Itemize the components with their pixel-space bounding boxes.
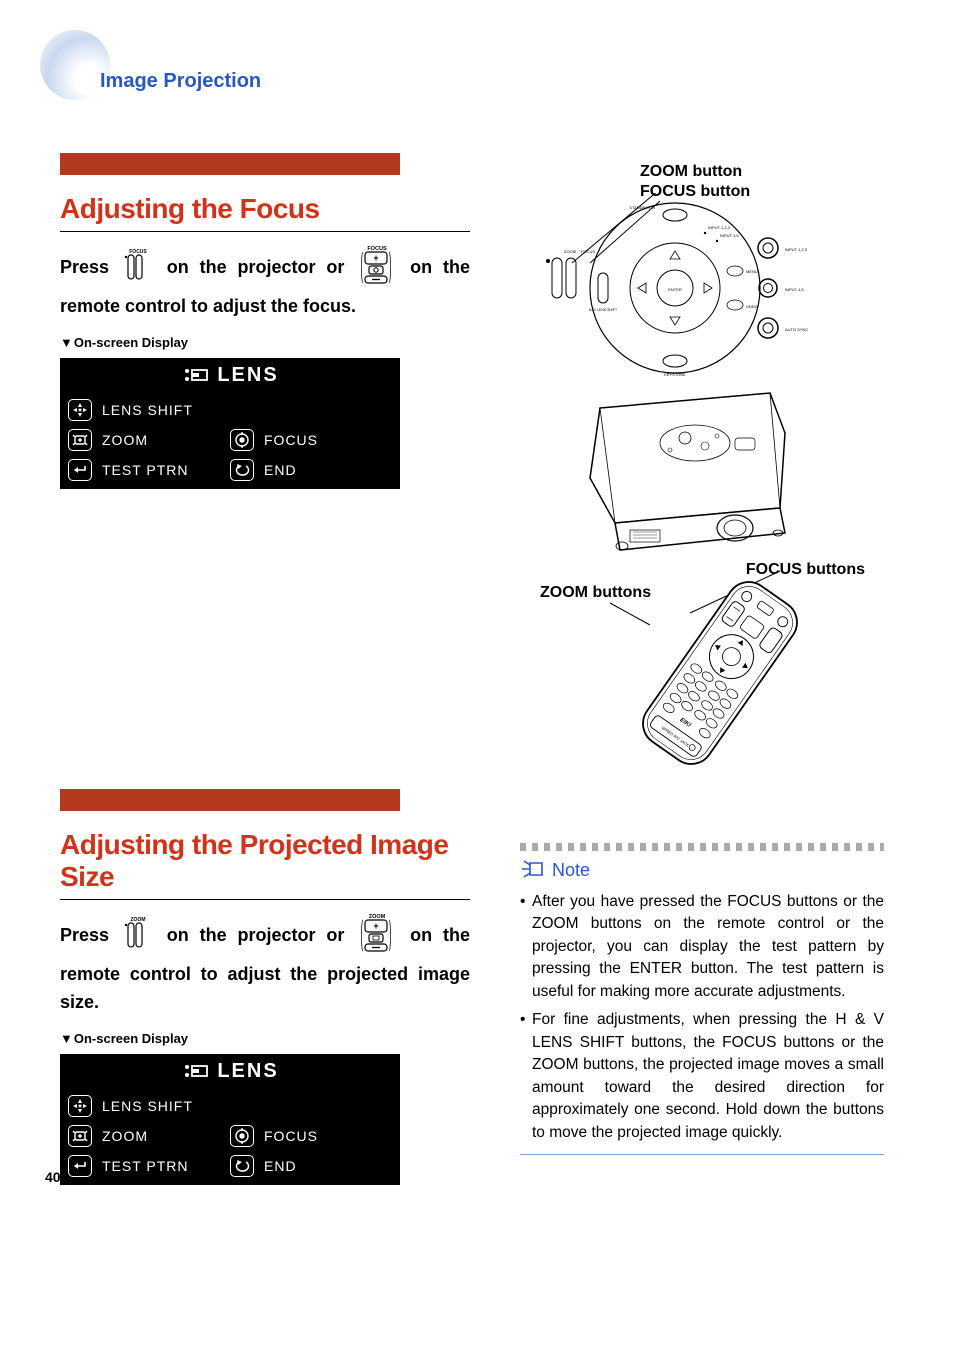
svg-text:FOCUS: FOCUS (368, 246, 388, 252)
note-icon (520, 859, 546, 881)
svg-text:ENTER: ENTER (668, 287, 682, 292)
svg-text:MENU: MENU (746, 269, 758, 274)
note-title-text: Note (552, 860, 590, 881)
svg-text:KEYSTONE: KEYSTONE (664, 372, 686, 377)
section-title-size: Adjusting the Projected Image Size (60, 829, 470, 900)
back-icon (230, 1155, 254, 1177)
lens-icon (181, 1061, 209, 1081)
svg-text:ZOOM: ZOOM (564, 249, 576, 254)
lens-icon (181, 365, 209, 385)
note-box: Note After you have pressed the FOCUS bu… (510, 843, 894, 1175)
osd-label-1: On-screen Display (60, 335, 470, 350)
text-mid: on the projector or (167, 257, 345, 277)
svg-text:INPUT 1,2,3: INPUT 1,2,3 (785, 247, 808, 252)
osd-item-label: LENS SHIFT (102, 402, 193, 418)
osd-title-text: LENS (217, 364, 278, 387)
svg-text:H&V LENS SHIFT: H&V LENS SHIFT (589, 308, 618, 312)
note-underline (520, 1154, 884, 1155)
svg-text:ZOOM: ZOOM (130, 917, 145, 923)
osd-panel-2: LENS LENS SHIFT ZOOM FOCUS TEST PTRN END (60, 1054, 400, 1186)
projector-focus-button-icon: FOCUS (124, 247, 152, 290)
section-title-focus: Adjusting the Focus (60, 193, 470, 232)
projector-diagram: ZOOM button FOCUS button ENTER (510, 163, 880, 743)
zoom-icon (68, 429, 92, 451)
zoom-icon (68, 1125, 92, 1147)
osd-title-text: LENS (217, 1060, 278, 1083)
svg-text:INPUT 4,5: INPUT 4,5 (720, 233, 739, 238)
osd-label-2: On-screen Display (60, 1031, 470, 1046)
osd-item-label: END (264, 462, 297, 478)
svg-text:STANDBY/ON: STANDBY/ON (629, 205, 655, 210)
text-press: Press (60, 257, 109, 277)
svg-text:+: + (374, 253, 379, 263)
section-divider-bar (60, 153, 400, 175)
page-header: Image Projection (100, 70, 894, 93)
note-dotted-rule (520, 843, 884, 851)
return-icon (68, 459, 92, 481)
svg-text:FOCUS: FOCUS (581, 249, 595, 254)
svg-text:AUTO SYNC: AUTO SYNC (785, 327, 808, 332)
svg-text:ZOOM: ZOOM (369, 914, 386, 920)
osd-item-label: FOCUS (264, 432, 318, 448)
section1-body: Press FOCUS on the projector or FOCUS + (60, 244, 470, 321)
focus-icon (230, 1125, 254, 1147)
osd-item-label: LENS SHIFT (102, 1098, 193, 1114)
svg-text:UNDO: UNDO (746, 304, 758, 309)
note-bullet: For fine adjustments, when pressing the … (520, 1009, 884, 1144)
osd-item-label: TEST PTRN (102, 1158, 189, 1174)
svg-text:INPUT 4,5: INPUT 4,5 (785, 287, 804, 292)
remote-focus-button-icon: FOCUS + (359, 244, 395, 293)
text-mid: on the projector or (167, 925, 345, 945)
dpad-icon (68, 399, 92, 421)
projector-zoom-button-icon: ZOOM (124, 915, 152, 958)
back-icon (230, 459, 254, 481)
osd-item-label: END (264, 1158, 297, 1174)
section-divider-bar (60, 789, 400, 811)
osd-panel-1: LENS LENS SHIFT ZOOM FOCUS TEST PTRN END (60, 358, 400, 490)
return-icon (68, 1155, 92, 1177)
svg-text:+: + (374, 921, 379, 931)
svg-text:INPUT 1,2,3: INPUT 1,2,3 (708, 225, 731, 230)
text-press: Press (60, 925, 109, 945)
svg-text:FOCUS: FOCUS (129, 249, 147, 255)
section2-body: Press ZOOM on the projector or ZOOM + (60, 912, 470, 1017)
callout-zoom-button: ZOOM button (640, 163, 742, 181)
osd-item-label: FOCUS (264, 1128, 318, 1144)
dpad-icon (68, 1095, 92, 1117)
osd-item-label: ZOOM (102, 432, 148, 448)
osd-item-label: ZOOM (102, 1128, 148, 1144)
remote-zoom-button-icon: ZOOM + (359, 912, 395, 961)
focus-icon (230, 429, 254, 451)
osd-item-label: TEST PTRN (102, 462, 189, 478)
note-bullet: After you have pressed the FOCUS buttons… (520, 891, 884, 1003)
page-number: 40 (45, 1169, 61, 1185)
